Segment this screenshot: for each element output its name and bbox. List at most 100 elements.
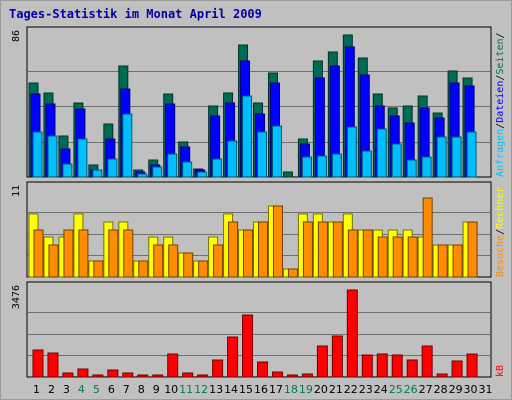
bar-rechner-day-23 bbox=[362, 229, 373, 278]
bar-seiten-day-17 bbox=[271, 125, 282, 178]
x-tick-label-day-12: 12 bbox=[194, 383, 208, 396]
x-tick-label-day-7: 7 bbox=[123, 383, 130, 396]
bar-kb-day-22 bbox=[346, 289, 358, 378]
bar-seiten-day-22 bbox=[346, 126, 357, 178]
bar-kb-day-18 bbox=[286, 374, 298, 378]
bar-seiten-day-27 bbox=[421, 156, 432, 178]
bar-kb-day-27 bbox=[421, 345, 433, 378]
bar-rechner-day-6 bbox=[108, 229, 119, 278]
bar-seiten-day-19 bbox=[301, 156, 312, 178]
x-tick-label-day-3: 3 bbox=[63, 383, 70, 396]
legend-requests-item: / bbox=[495, 32, 506, 38]
x-tick-label-day-19: 19 bbox=[299, 383, 313, 396]
bar-kb-day-7 bbox=[122, 372, 134, 378]
legend-requests: Anfragen/Dateien/Seiten/ bbox=[495, 32, 506, 177]
bar-seiten-day-29 bbox=[451, 136, 462, 178]
x-tick-label-day-1: 1 bbox=[33, 383, 40, 396]
bar-seiten-day-1 bbox=[32, 131, 43, 178]
bar-kb-day-24 bbox=[376, 353, 388, 378]
x-tick-label-day-24: 24 bbox=[374, 383, 388, 396]
bar-kb-day-23 bbox=[361, 354, 373, 378]
bar-kb-day-8 bbox=[137, 374, 149, 378]
bar-seiten-day-9 bbox=[152, 166, 163, 178]
bar-kb-day-29 bbox=[451, 360, 463, 378]
ymax-label-visits: 11 bbox=[11, 185, 22, 197]
legend-visits-item: Rechner bbox=[495, 187, 506, 229]
x-tick-label-day-4: 4 bbox=[78, 383, 85, 396]
bar-seiten-day-2 bbox=[47, 135, 58, 178]
x-tick-label-day-10: 10 bbox=[164, 383, 178, 396]
x-tick-label-day-15: 15 bbox=[239, 383, 253, 396]
chart-title: Tages-Statistik im Monat April 2009 bbox=[9, 7, 262, 21]
bar-kb-day-25 bbox=[391, 354, 403, 378]
bar-seiten-day-15 bbox=[242, 95, 253, 178]
bar-rechner-day-17 bbox=[272, 205, 283, 278]
bar-kb-day-26 bbox=[406, 359, 418, 378]
x-tick-label-day-6: 6 bbox=[108, 383, 115, 396]
legend-visits: Besuche/Rechner bbox=[495, 187, 506, 277]
bar-rechner-day-19 bbox=[302, 221, 313, 278]
bar-rechner-day-5 bbox=[93, 260, 104, 278]
legend-requests-item: / bbox=[495, 75, 506, 81]
bar-kb-day-10 bbox=[167, 353, 179, 378]
bar-rechner-day-16 bbox=[258, 221, 269, 278]
bar-kb-day-28 bbox=[436, 373, 448, 378]
x-tick-label-day-14: 14 bbox=[224, 383, 238, 396]
x-tick-label-day-26: 26 bbox=[404, 383, 418, 396]
bar-kb-day-2 bbox=[47, 352, 59, 378]
bar-seiten-day-4 bbox=[77, 138, 88, 178]
legend-kb: kB bbox=[495, 365, 506, 377]
bar-kb-day-15 bbox=[242, 314, 254, 378]
x-tick-label-day-30: 30 bbox=[464, 383, 478, 396]
bar-rechner-day-22 bbox=[347, 229, 358, 278]
bar-rechner-day-4 bbox=[78, 229, 89, 278]
bar-kb-day-1 bbox=[32, 349, 44, 378]
legend-visits-item: / bbox=[495, 229, 506, 235]
bar-rechner-day-8 bbox=[138, 260, 149, 278]
bar-rechner-day-29 bbox=[452, 244, 463, 278]
bar-kb-day-9 bbox=[152, 374, 164, 378]
x-tick-label-day-22: 22 bbox=[344, 383, 358, 396]
bar-kb-day-20 bbox=[316, 345, 328, 378]
x-tick-label-day-2: 2 bbox=[48, 383, 55, 396]
bar-rechner-day-24 bbox=[377, 236, 388, 278]
bar-seiten-day-23 bbox=[361, 150, 372, 178]
bar-seiten-day-8 bbox=[137, 173, 148, 178]
ymax-label-requests: 86 bbox=[11, 30, 22, 42]
bar-kb-day-14 bbox=[227, 336, 239, 378]
bar-seiten-day-28 bbox=[436, 136, 447, 178]
bar-kb-day-11 bbox=[182, 372, 194, 378]
bar-seiten-day-21 bbox=[331, 153, 342, 178]
bar-kb-day-5 bbox=[92, 374, 104, 378]
bar-rechner-day-10 bbox=[168, 244, 179, 278]
bar-kb-day-13 bbox=[212, 359, 224, 378]
bar-rechner-day-7 bbox=[123, 229, 134, 278]
bar-rechner-day-30 bbox=[467, 221, 478, 278]
bar-rechner-day-14 bbox=[228, 221, 239, 278]
x-tick-label-day-8: 8 bbox=[138, 383, 145, 396]
bar-seiten-day-16 bbox=[257, 131, 268, 178]
bar-kb-day-3 bbox=[62, 372, 74, 378]
bar-rechner-day-28 bbox=[437, 244, 448, 278]
x-tick-label-day-21: 21 bbox=[329, 383, 343, 396]
bar-kb-day-30 bbox=[466, 353, 478, 378]
x-tick-label-day-29: 29 bbox=[449, 383, 463, 396]
bar-kb-day-6 bbox=[107, 369, 119, 378]
bar-kb-day-12 bbox=[197, 374, 209, 378]
bar-rechner-day-1 bbox=[33, 229, 44, 278]
x-tick-label-day-25: 25 bbox=[389, 383, 403, 396]
bar-seiten-day-24 bbox=[376, 128, 387, 178]
x-tick-label-day-16: 16 bbox=[254, 383, 268, 396]
bar-seiten-day-13 bbox=[212, 158, 223, 178]
bar-seiten-day-10 bbox=[167, 153, 178, 178]
bar-rechner-day-2 bbox=[48, 244, 59, 278]
bar-rechner-day-21 bbox=[332, 221, 343, 278]
bar-rechner-day-12 bbox=[198, 260, 209, 278]
x-tick-label-day-20: 20 bbox=[314, 383, 328, 396]
bar-anfragen-day-18 bbox=[282, 171, 293, 178]
ymax-label-kb: 3476 bbox=[11, 285, 22, 309]
bar-seiten-day-25 bbox=[391, 143, 402, 178]
bar-rechner-day-3 bbox=[63, 229, 74, 278]
bar-kb-day-17 bbox=[271, 371, 283, 378]
legend-requests-item: Anfragen bbox=[495, 129, 506, 177]
